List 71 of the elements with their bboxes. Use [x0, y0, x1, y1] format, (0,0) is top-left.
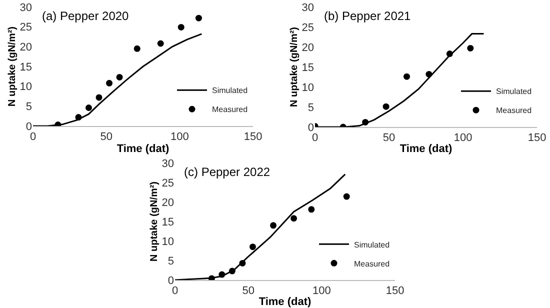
- point: [157, 40, 164, 47]
- y-tick-label: 5: [26, 101, 32, 114]
- point: [308, 206, 315, 213]
- y-tick-label: 20: [302, 42, 314, 54]
- legend-label: Measured: [354, 259, 390, 268]
- x-tick-label: 150: [244, 131, 262, 144]
- point: [218, 271, 226, 278]
- y-tick-label: 25: [20, 22, 32, 34]
- point: [75, 114, 82, 121]
- x-axis-title: Time (dat): [400, 143, 453, 155]
- x-tick-label: 50: [100, 131, 112, 144]
- y-tick-label: 5: [308, 102, 314, 114]
- y-tick-label: 0: [26, 120, 32, 133]
- y-tick-label: 20: [162, 196, 174, 209]
- chart-title: (a) Pepper 2020: [42, 9, 130, 23]
- point: [116, 74, 123, 80]
- y-axis-title: N uptake (gN/m²): [6, 26, 18, 106]
- x-tick-label: 50: [242, 285, 254, 298]
- y-tick-label: 30: [20, 2, 32, 14]
- point: [195, 14, 202, 22]
- legend-label: Simulated: [354, 240, 390, 250]
- y-tick-label: 25: [162, 177, 174, 190]
- y-tick-label: 0: [168, 274, 174, 287]
- legend-label: Measured: [496, 106, 532, 116]
- y-tick-label: 15: [20, 61, 32, 74]
- point: [343, 193, 350, 200]
- x-tick-label: 150: [528, 132, 546, 144]
- point: [426, 70, 432, 78]
- point: [239, 260, 246, 266]
- x-tick-label: 100: [170, 131, 189, 144]
- point: [270, 222, 277, 229]
- y-axis-title: N uptake (gN/m²): [148, 182, 160, 262]
- y-tick-label: 20: [20, 42, 32, 54]
- point: [404, 73, 410, 80]
- point: [446, 50, 453, 58]
- x-axis-title: Time (dat): [258, 296, 312, 308]
- legend-label: Simulated: [496, 87, 532, 96]
- point: [382, 103, 390, 110]
- legend-label: Measured: [212, 105, 248, 114]
- y-tick-label: 10: [162, 236, 174, 248]
- x-tick-label: 100: [312, 285, 331, 298]
- legend-label: Simulated: [212, 86, 248, 96]
- point: [208, 275, 215, 280]
- x-axis-title: Time (dat): [116, 143, 170, 155]
- chart-title: (b) Pepper 2021: [324, 9, 412, 23]
- point: [106, 80, 113, 86]
- y-axis-title: N uptake (gN/m²): [288, 27, 300, 107]
- x-tick-label: 50: [382, 132, 396, 144]
- y-tick-label: 25: [302, 22, 314, 34]
- point: [290, 215, 298, 222]
- point: [228, 268, 236, 274]
- point: [134, 45, 140, 52]
- y-tick-label: 10: [20, 81, 32, 94]
- y-tick-label: 15: [162, 216, 174, 228]
- line-series: [315, 33, 484, 127]
- y-tick-label: 10: [302, 82, 314, 94]
- y-tick-label: 15: [302, 62, 314, 74]
- y-tick-label: 30: [302, 2, 314, 14]
- y-tick-label: 30: [162, 158, 174, 170]
- point: [249, 244, 256, 250]
- y-tick-label: 0: [308, 122, 314, 134]
- x-tick-label: 100: [454, 132, 472, 144]
- point: [96, 94, 102, 101]
- point: [467, 44, 474, 52]
- point: [85, 104, 92, 111]
- line-series: [33, 33, 202, 126]
- chart-title: (c) Pepper 2022: [184, 165, 270, 179]
- point: [362, 118, 369, 126]
- x-tick-label: 150: [386, 285, 404, 298]
- point: [178, 24, 184, 30]
- y-tick-label: 5: [168, 255, 174, 268]
